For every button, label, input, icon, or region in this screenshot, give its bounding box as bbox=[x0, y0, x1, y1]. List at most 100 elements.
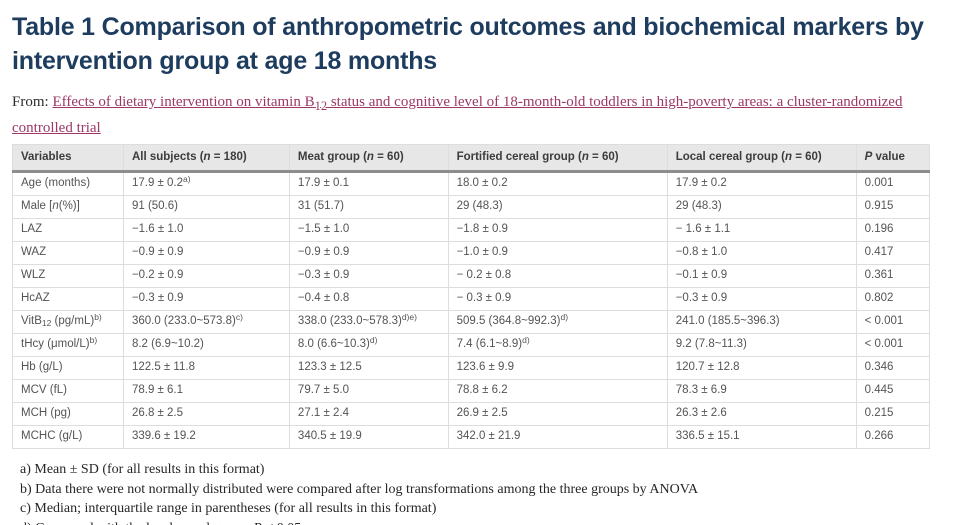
cell: −1.0 ± 0.9 bbox=[447, 241, 668, 265]
cell: 18.0 ± 0.2 bbox=[447, 171, 668, 196]
cell: 29 (48.3) bbox=[447, 195, 668, 219]
cell: 338.0 (233.0~578.3)d)e) bbox=[288, 310, 449, 334]
cell: 79.7 ± 5.0 bbox=[288, 379, 449, 403]
cell: −0.8 ± 1.0 bbox=[666, 241, 857, 265]
table-row: VitB12 (pg/mL)b) 360.0 (233.0~573.8)c) 338… bbox=[12, 310, 931, 334]
results-table: Variables All subjects (n = 180) Meat grou… bbox=[12, 144, 931, 449]
table-row: LAZ −1.6 ± 1.0 −1.5 ± 1.0 −1.8 ± 0.9− 1.6 ±… bbox=[12, 218, 931, 242]
cell: − 0.2 ± 0.8 bbox=[447, 264, 668, 288]
column-header: Local cereal group (n = 60) bbox=[666, 144, 857, 173]
footnote-line: a) Mean ± SD (for all results in this fo… bbox=[20, 462, 265, 477]
cell: 0.361 bbox=[855, 264, 931, 288]
footnote-line: c) Median; interquartile range in parent… bbox=[20, 501, 437, 516]
cell: −0.3 ± 0.9 bbox=[666, 287, 857, 311]
cell: 26.8 ± 2.5 bbox=[122, 402, 290, 426]
cell: −0.3 ± 0.9 bbox=[122, 287, 290, 311]
cell: 340.5 ± 19.9 bbox=[288, 425, 449, 449]
footnote-line: b) Data there were not normally distribu… bbox=[20, 481, 699, 497]
cell: 8.0 (6.6~10.3)d) bbox=[288, 333, 449, 357]
cell: − 0.3 ± 0.9 bbox=[447, 287, 668, 311]
cell: LAZ bbox=[12, 218, 124, 242]
cell: −0.1 ± 0.9 bbox=[666, 264, 857, 288]
table-header-row: Variables All subjects (n = 180) Meat grou… bbox=[12, 144, 931, 173]
cell: MCHC (g/L) bbox=[12, 425, 124, 449]
page-title: Table 1 Comparison of anthropometric out… bbox=[12, 13, 924, 75]
cell: WLZ bbox=[12, 264, 124, 288]
cell: Male [n(%)] bbox=[12, 195, 124, 219]
cell: 241.0 (185.5~396.3) bbox=[666, 310, 857, 334]
cell: − 1.6 ± 1.1 bbox=[666, 218, 857, 242]
cell: 78.3 ± 6.9 bbox=[666, 379, 857, 403]
cell: 8.2 (6.9~10.2) bbox=[122, 333, 290, 357]
table-row: Age (months) 17.9 ± 0.2a) 17.9 ± 0.1 18.0 ±… bbox=[12, 171, 931, 196]
table-body: Age (months) 17.9 ± 0.2a) 17.9 ± 0.1 18.0 ±… bbox=[12, 171, 931, 449]
table-row: WAZ −0.9 ± 0.9 −0.9 ± 0.9 −1.0 ± 0.9 −0.8 ± … bbox=[12, 241, 931, 265]
cell: 120.7 ± 12.8 bbox=[666, 356, 857, 380]
cell: tHcy (μmol/L)b) bbox=[12, 333, 124, 357]
cell: −1.6 ± 1.0 bbox=[122, 218, 290, 242]
cell: 0.266 bbox=[855, 425, 931, 449]
cell: HcAZ bbox=[12, 287, 124, 311]
cell: VitB12 (pg/mL)b) bbox=[12, 310, 124, 334]
cell: 0.346 bbox=[855, 356, 931, 380]
cell: 78.9 ± 6.1 bbox=[122, 379, 290, 403]
cell: Hb (g/L) bbox=[12, 356, 124, 380]
cell: 360.0 (233.0~573.8)c) bbox=[122, 310, 290, 334]
column-header: Meat group (n = 60) bbox=[288, 144, 449, 173]
cell: 17.9 ± 0.1 bbox=[288, 171, 449, 196]
cell: −1.8 ± 0.9 bbox=[447, 218, 668, 242]
table-row: HcAZ −0.3 ± 0.9 −0.4 ± 0.8− 0.3 ± 0.9 −0.3 … bbox=[12, 287, 931, 311]
table-row: Hb (g/L) 122.5 ± 11.8 123.3 ± 12.5 123.6 ± … bbox=[12, 356, 931, 380]
cell: 123.3 ± 12.5 bbox=[288, 356, 449, 380]
table-row: tHcy (μmol/L)b) 8.2 (6.9~10.2) 8.0 (6.6~10… bbox=[12, 333, 931, 357]
cell: 26.3 ± 2.6 bbox=[666, 402, 857, 426]
column-header: P value bbox=[855, 144, 931, 173]
table-row: MCHC (g/L) 339.6 ± 19.2 340.5 ± 19.9 342.0 … bbox=[12, 425, 931, 449]
cell: 0.915 bbox=[855, 195, 931, 219]
cell: MCV (fL) bbox=[12, 379, 124, 403]
cell: 78.8 ± 6.2 bbox=[447, 379, 668, 403]
cell: 0.445 bbox=[855, 379, 931, 403]
cell: MCH (pg) bbox=[12, 402, 124, 426]
cell: 31 (51.7) bbox=[288, 195, 449, 219]
footnote-line: d) Compared with the local cereal group,… bbox=[20, 519, 946, 525]
cell: 336.5 ± 15.1 bbox=[666, 425, 857, 449]
cell: 91 (50.6) bbox=[122, 195, 290, 219]
column-header: All subjects (n = 180) bbox=[122, 144, 290, 173]
cell: 29 (48.3) bbox=[666, 195, 857, 219]
cell: −0.9 ± 0.9 bbox=[288, 241, 449, 265]
source-citation: From: Effects of dietary intervention on… bbox=[12, 91, 946, 139]
cell: 26.9 ± 2.5 bbox=[447, 402, 668, 426]
cell: 0.196 bbox=[855, 218, 931, 242]
cell: 7.4 (6.1~8.9)d) bbox=[447, 333, 668, 357]
cell: 17.9 ± 0.2a) bbox=[122, 171, 290, 196]
cell: 17.9 ± 0.2 bbox=[666, 171, 857, 196]
cell: 27.1 ± 2.4 bbox=[288, 402, 449, 426]
table-header: Variables All subjects (n = 180) Meat grou… bbox=[12, 144, 931, 173]
cell: −0.2 ± 0.9 bbox=[122, 264, 290, 288]
source-article-link[interactable]: Effects of dietary intervention on vitam… bbox=[12, 94, 903, 136]
cell: 0.001 bbox=[855, 171, 931, 196]
column-header: Fortified cereal group (n = 60) bbox=[447, 144, 668, 173]
cell: −0.9 ± 0.9 bbox=[122, 241, 290, 265]
cell: 0.802 bbox=[855, 287, 931, 311]
cell: < 0.001 bbox=[855, 333, 931, 357]
cell: −1.5 ± 1.0 bbox=[288, 218, 449, 242]
table-row: MCV (fL) 78.9 ± 6.1 79.7 ± 5.0 78.8 ± 6.2 78… bbox=[12, 379, 931, 403]
table-footnotes: a) Mean ± SD (for all results in this fo… bbox=[12, 460, 946, 525]
cell: 122.5 ± 11.8 bbox=[122, 356, 290, 380]
table-row: Male [n(%)] 91 (50.6) 31 (51.7) 29 (48.3) 29… bbox=[12, 195, 931, 219]
cell: < 0.001 bbox=[855, 310, 931, 334]
column-header: Variables bbox=[12, 144, 124, 173]
cell: Age (months) bbox=[12, 171, 124, 196]
from-label: From: bbox=[12, 94, 49, 110]
cell: 9.2 (7.8~11.3) bbox=[666, 333, 857, 357]
cell: 339.6 ± 19.2 bbox=[122, 425, 290, 449]
cell: −0.3 ± 0.9 bbox=[288, 264, 449, 288]
cell: 509.5 (364.8~992.3)d) bbox=[447, 310, 668, 334]
cell: −0.4 ± 0.8 bbox=[288, 287, 449, 311]
cell: 123.6 ± 9.9 bbox=[447, 356, 668, 380]
cell: WAZ bbox=[12, 241, 124, 265]
cell: 0.417 bbox=[855, 241, 931, 265]
